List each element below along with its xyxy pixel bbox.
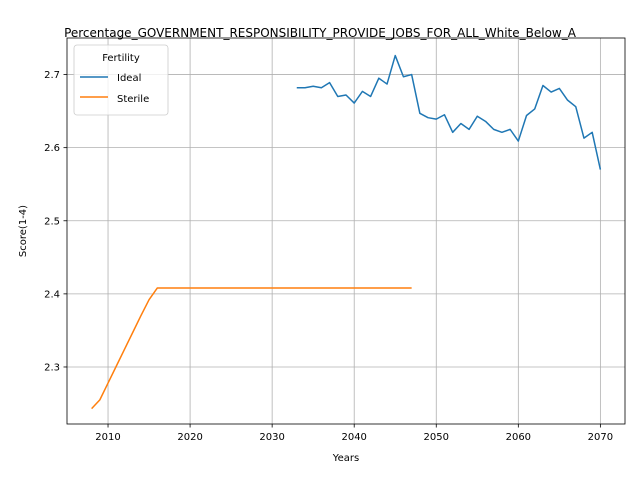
legend: Fertility Ideal Sterile: [73, 44, 169, 116]
x-axis-label: Years: [332, 453, 359, 464]
x-tick-label: 2040: [341, 432, 366, 443]
y-axis-label: Score(1-4): [18, 205, 29, 257]
y-tick-label: 2.7: [44, 70, 60, 81]
y-tick-label: 2.5: [44, 216, 60, 227]
plot-area-frame: [66, 37, 626, 425]
legend-label-ideal: Ideal: [117, 73, 141, 84]
x-tick-label: 2050: [424, 432, 449, 443]
y-tick-label: 2.6: [44, 143, 60, 154]
series-line-sterile: [91, 287, 412, 410]
x-axis-ticks: 2010 2020 2030 2040 2050 2060 2070: [95, 424, 613, 443]
chart-title: Percentage_GOVERNMENT_RESPONSIBILITY_PRO…: [64, 26, 577, 40]
grid: [67, 38, 625, 424]
y-tick-label: 2.4: [44, 289, 60, 300]
x-tick-label: 2070: [588, 432, 613, 443]
series-line-ideal: [296, 54, 602, 170]
x-tick-label: 2030: [259, 432, 284, 443]
y-tick-label: 2.3: [44, 362, 60, 373]
x-tick-label: 2060: [506, 432, 531, 443]
x-tick-label: 2010: [95, 432, 120, 443]
legend-label-sterile: Sterile: [117, 94, 149, 105]
y-axis-ticks: 2.3 2.4 2.5 2.6 2.7: [44, 70, 67, 373]
x-tick-label: 2020: [177, 432, 202, 443]
series-layer: [91, 54, 602, 410]
legend-title: Fertility: [102, 53, 140, 64]
